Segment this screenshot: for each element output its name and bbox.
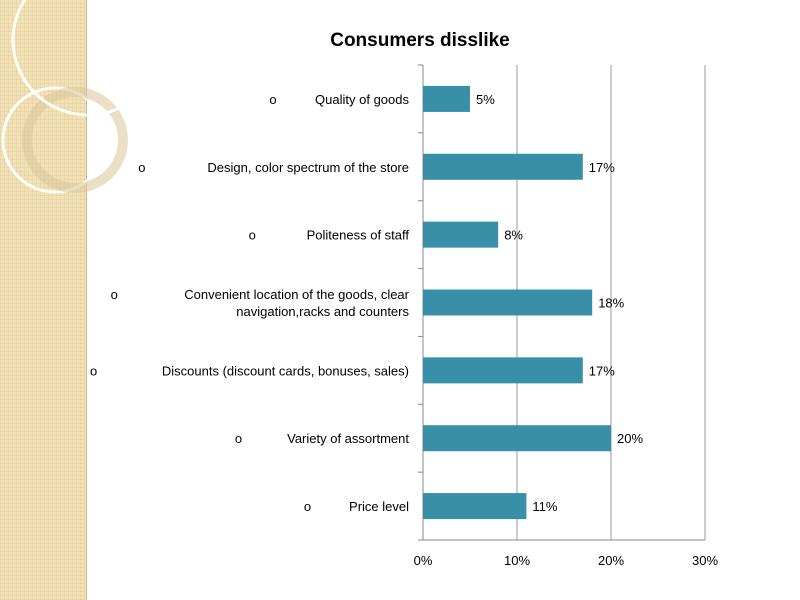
decorative-side-panel xyxy=(0,0,160,600)
category-bullet-0: o xyxy=(269,92,276,107)
bar-2 xyxy=(423,221,499,248)
category-label-2: Politeness of staff xyxy=(307,228,410,243)
bar-0 xyxy=(423,85,470,112)
chart-title: Consumers disslike xyxy=(330,30,510,51)
data-label-6: 11% xyxy=(532,499,557,514)
data-label-1: 17% xyxy=(589,160,615,175)
category-label-3: Convenient location of the goods, clear xyxy=(184,287,409,302)
category-label-0: Quality of goods xyxy=(315,92,409,107)
category-label-6: Price level xyxy=(349,499,409,514)
category-label-1: Design, color spectrum of the store xyxy=(207,160,409,175)
x-tick-label: 0% xyxy=(414,553,433,568)
x-tick-label: 10% xyxy=(504,553,530,568)
bar-4 xyxy=(423,357,583,384)
category-bullet-4: o xyxy=(90,363,97,378)
data-label-4: 17% xyxy=(589,363,615,378)
category-bullet-2: o xyxy=(249,228,256,243)
x-tick-label: 30% xyxy=(692,553,718,568)
category-bullet-5: o xyxy=(235,431,242,446)
data-label-5: 20% xyxy=(617,431,643,446)
bar-5 xyxy=(423,425,611,452)
data-label-3: 18% xyxy=(598,296,624,311)
category-bullet-3: o xyxy=(111,287,118,302)
decorative-circles-graphic xyxy=(1,0,160,194)
bar-1 xyxy=(423,153,583,180)
data-label-2: 8% xyxy=(504,228,523,243)
bar-3 xyxy=(423,289,593,316)
category-label-4: Discounts (discount cards, bonuses, sale… xyxy=(162,363,409,378)
category-bullet-1: o xyxy=(138,160,145,175)
bar-6 xyxy=(423,493,527,520)
x-tick-label: 20% xyxy=(598,553,624,568)
category-bullet-6: o xyxy=(304,499,311,514)
category-label-5: Variety of assortment xyxy=(287,431,409,446)
category-label-3: navigation,racks and counters xyxy=(236,304,409,319)
data-label-0: 5% xyxy=(476,92,495,107)
